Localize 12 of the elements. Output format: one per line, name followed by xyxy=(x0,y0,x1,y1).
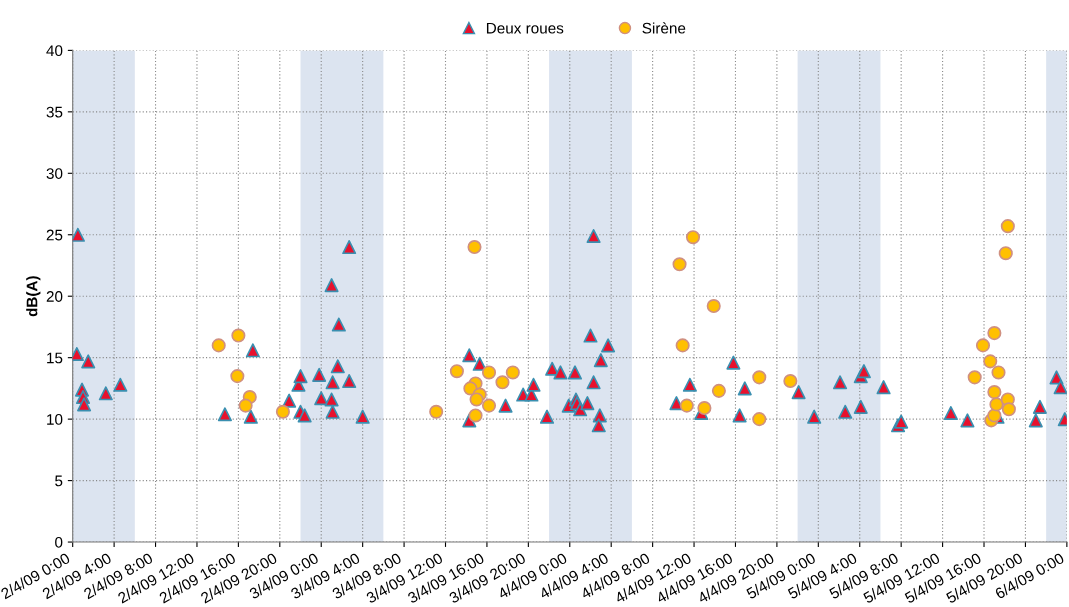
y-tick-label: 40 xyxy=(46,45,63,57)
y-axis-title: dB(A) xyxy=(26,276,41,317)
y-tick-label: 30 xyxy=(46,168,63,179)
y-tick-label: 5 xyxy=(55,475,63,487)
legend-label: Sirène xyxy=(642,22,686,34)
y-tick-label: 15 xyxy=(47,352,63,364)
y-tick-label: 35 xyxy=(46,106,63,118)
y-tick-label: 0 xyxy=(55,536,63,548)
y-tick-label: 20 xyxy=(46,291,63,302)
y-tick-label: 10 xyxy=(47,414,63,425)
legend-label: Deux roues xyxy=(486,22,564,34)
y-tick-label: 25 xyxy=(46,229,63,241)
